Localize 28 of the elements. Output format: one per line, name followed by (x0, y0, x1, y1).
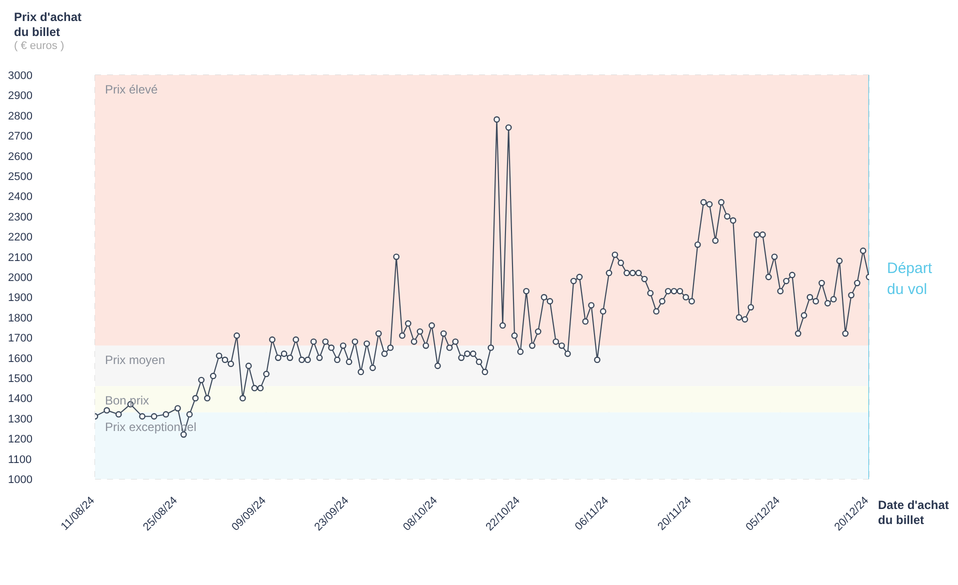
y-tick-label: 1900 (8, 292, 32, 304)
y-tick-label: 1200 (8, 434, 32, 446)
band-label: Prix moyen (105, 353, 166, 368)
y-tick-label: 2900 (8, 90, 32, 102)
x-axis-title: Date d'achat du billet (878, 498, 950, 528)
y-tick-label: 1800 (8, 312, 32, 324)
y-tick-label: 2400 (8, 191, 32, 204)
y-tick-label: 1500 (8, 373, 32, 385)
y-tick-label: 2700 (8, 130, 32, 143)
y-tick-label: 1300 (8, 413, 32, 426)
y-tick-label: 2300 (8, 211, 32, 224)
y-tick-label: 3000 (8, 70, 32, 82)
ref-line-label: Départ du vol (887, 259, 934, 300)
y-tick-label: 2800 (8, 110, 32, 122)
y-tick-label: 2200 (8, 232, 32, 244)
band-label: Prix élevé (105, 82, 158, 97)
y-tick-label: 2000 (8, 272, 32, 284)
y-tick-label: 1100 (8, 454, 32, 466)
y-axis-title: Prix d'achat du billet (14, 10, 83, 40)
band-label: Bon prix (105, 394, 150, 408)
y-tick-label: 2100 (8, 252, 32, 264)
y-tick-label: 2500 (8, 171, 32, 183)
y-tick-label: 2600 (8, 150, 32, 163)
text: ( € euros ) (14, 40, 64, 52)
y-tick-label: 1000 (8, 474, 32, 486)
y-tick-label: 1600 (8, 352, 32, 365)
y-tick-label: 1400 (8, 393, 32, 406)
y-tick-label: 1700 (8, 332, 32, 345)
